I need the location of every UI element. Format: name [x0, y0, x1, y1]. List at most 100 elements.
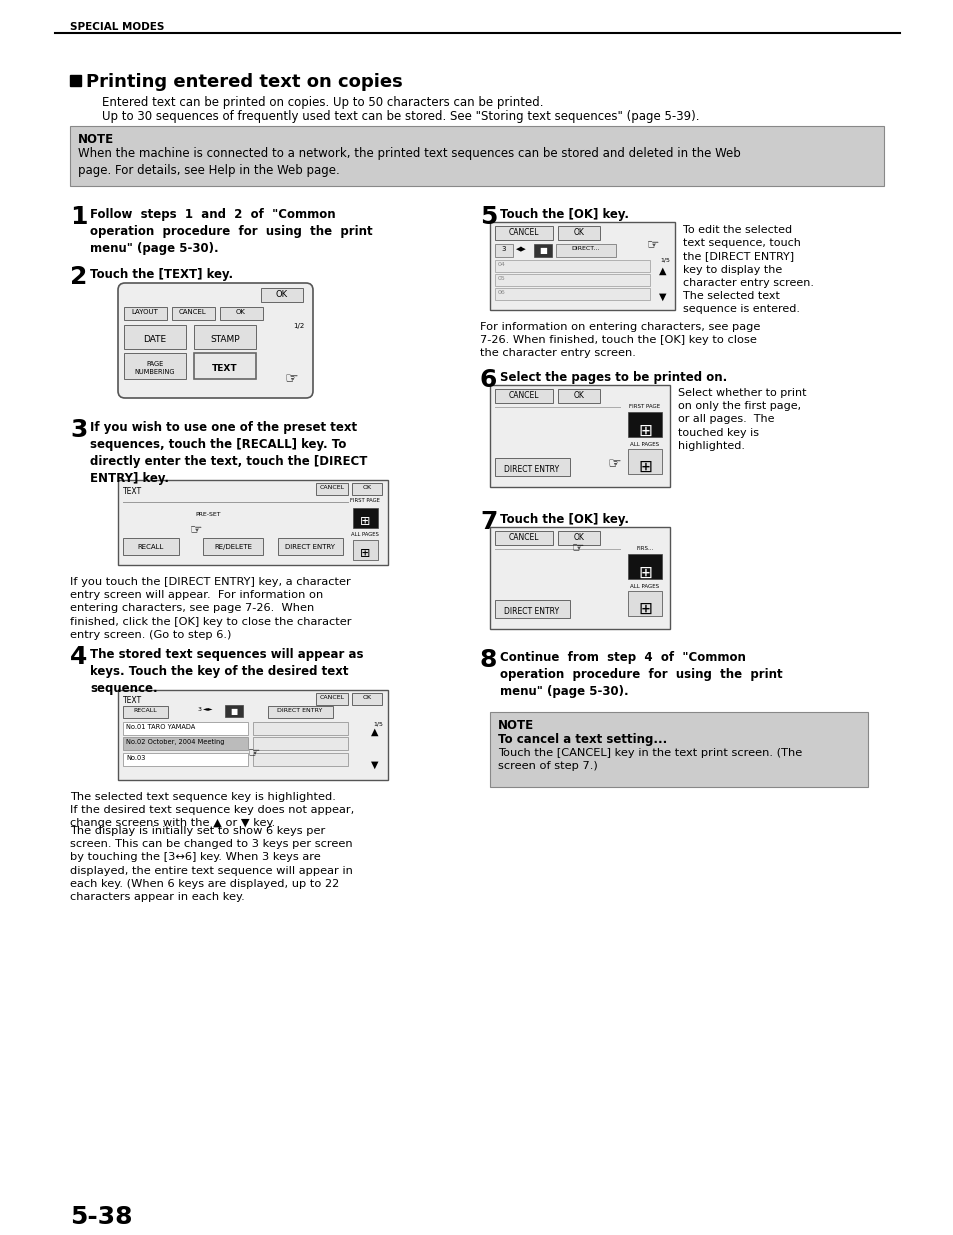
Text: OK: OK [362, 695, 371, 700]
Text: 05: 05 [497, 275, 505, 282]
Text: CANCEL: CANCEL [319, 485, 344, 490]
Text: When the machine is connected to a network, the printed text sequences can be st: When the machine is connected to a netwo… [78, 147, 740, 177]
Text: RECALL: RECALL [137, 543, 164, 550]
Bar [558, 389, 599, 403]
Bar [490, 713, 867, 787]
Text: RECALL: RECALL [133, 708, 156, 713]
Bar [495, 288, 649, 300]
Bar [70, 75, 81, 86]
Bar [70, 126, 883, 186]
Text: 1/5: 1/5 [659, 257, 669, 262]
Text: ☞: ☞ [572, 540, 584, 555]
Text: ■: ■ [538, 246, 546, 254]
Text: Printing entered text on copies: Printing entered text on copies [86, 73, 402, 91]
Bar [124, 308, 167, 320]
Text: Touch the [OK] key.: Touch the [OK] key. [499, 207, 628, 221]
Bar [315, 693, 348, 705]
Text: OK: OK [362, 485, 371, 490]
Text: CANCEL: CANCEL [508, 228, 538, 237]
Bar [490, 222, 675, 310]
Text: ⊞: ⊞ [638, 458, 651, 475]
Text: ☞: ☞ [646, 237, 659, 251]
Text: 5: 5 [479, 205, 497, 228]
Text: 06: 06 [497, 290, 505, 295]
Text: 1/2: 1/2 [293, 324, 304, 329]
Bar [627, 412, 661, 437]
Text: If you wish to use one of the preset text
sequences, touch the [RECALL] key. To
: If you wish to use one of the preset tex… [90, 421, 367, 485]
Text: NOTE: NOTE [78, 133, 114, 146]
Text: TEXT: TEXT [123, 487, 142, 496]
Text: No.01 TARO YAMADA: No.01 TARO YAMADA [126, 724, 195, 730]
Text: 04: 04 [497, 262, 505, 267]
Bar [123, 706, 168, 718]
Text: LAYOUT: LAYOUT [132, 309, 158, 315]
Text: The selected text sequence key is highlighted.: The selected text sequence key is highli… [70, 792, 335, 802]
Text: OK: OK [573, 534, 584, 542]
Text: Select the pages to be printed on.: Select the pages to be printed on. [499, 370, 726, 384]
Bar [123, 737, 248, 750]
Text: CANCEL: CANCEL [508, 534, 538, 542]
Text: FIRST PAGE: FIRST PAGE [629, 404, 659, 409]
Text: Touch the [OK] key.: Touch the [OK] key. [499, 513, 628, 526]
Bar [220, 308, 263, 320]
Text: 2: 2 [70, 266, 88, 289]
Text: 5-38: 5-38 [70, 1205, 132, 1229]
Text: SPECIAL MODES: SPECIAL MODES [70, 22, 164, 32]
Text: Touch the [CANCEL] key in the text print screen. (The
screen of step 7.): Touch the [CANCEL] key in the text print… [497, 748, 801, 771]
Text: DIRECT ENTRY: DIRECT ENTRY [504, 466, 559, 474]
Text: 1/5: 1/5 [373, 722, 382, 727]
Text: 6: 6 [479, 368, 497, 391]
Bar [315, 483, 348, 495]
Text: No.02 October, 2004 Meeting: No.02 October, 2004 Meeting [126, 739, 224, 745]
Bar [268, 706, 333, 718]
Text: For information on entering characters, see page
7-26. When finished, touch the : For information on entering characters, … [479, 322, 760, 358]
Bar [353, 540, 377, 559]
Text: ALL PAGES: ALL PAGES [630, 584, 659, 589]
Bar [193, 325, 255, 350]
Text: FIRS...: FIRS... [636, 546, 653, 551]
Text: ALL PAGES: ALL PAGES [630, 442, 659, 447]
Bar [277, 538, 343, 555]
Text: DIRECT ENTRY: DIRECT ENTRY [277, 708, 322, 713]
Bar [495, 226, 553, 240]
Text: PAGE
NUMBERING: PAGE NUMBERING [134, 361, 175, 375]
Text: ALL PAGES: ALL PAGES [351, 532, 378, 537]
Text: ◀▶: ◀▶ [516, 246, 526, 252]
Bar [253, 737, 348, 750]
Bar [495, 458, 569, 475]
Bar [353, 508, 377, 529]
Bar [253, 753, 348, 766]
Text: 8: 8 [479, 648, 497, 672]
Text: ⊞: ⊞ [638, 564, 651, 582]
Text: TEXT: TEXT [212, 364, 237, 373]
Bar [627, 450, 661, 474]
Bar [352, 693, 381, 705]
Text: CANCEL: CANCEL [508, 391, 538, 400]
Text: Up to 30 sequences of frequently used text can be stored. See "Storing text sequ: Up to 30 sequences of frequently used te… [102, 110, 699, 124]
Text: ▼: ▼ [371, 760, 378, 769]
Bar [203, 538, 263, 555]
Text: OK: OK [275, 290, 288, 299]
Text: The stored text sequences will appear as
keys. Touch the key of the desired text: The stored text sequences will appear as… [90, 648, 363, 695]
Bar [558, 226, 599, 240]
Bar [123, 722, 248, 735]
Text: 3: 3 [70, 417, 88, 442]
Bar [352, 483, 381, 495]
Text: FIRST PAGE: FIRST PAGE [350, 498, 379, 503]
Text: Touch the [TEXT] key.: Touch the [TEXT] key. [90, 268, 233, 282]
Text: ▲: ▲ [659, 266, 666, 275]
Text: ⊞: ⊞ [359, 547, 370, 559]
Text: RE/DELETE: RE/DELETE [213, 543, 252, 550]
Bar [495, 531, 553, 545]
Bar [490, 385, 669, 487]
Text: STAMP: STAMP [210, 335, 239, 345]
Text: ☞: ☞ [248, 745, 260, 760]
Bar [124, 353, 186, 379]
Text: PRE-SET: PRE-SET [195, 513, 220, 517]
Text: ■: ■ [230, 706, 237, 716]
Text: ☞: ☞ [607, 456, 621, 471]
Bar [118, 690, 388, 781]
Text: ☞: ☞ [190, 522, 202, 536]
Text: 3 ◄►: 3 ◄► [198, 706, 213, 713]
Text: CANCEL: CANCEL [319, 695, 344, 700]
